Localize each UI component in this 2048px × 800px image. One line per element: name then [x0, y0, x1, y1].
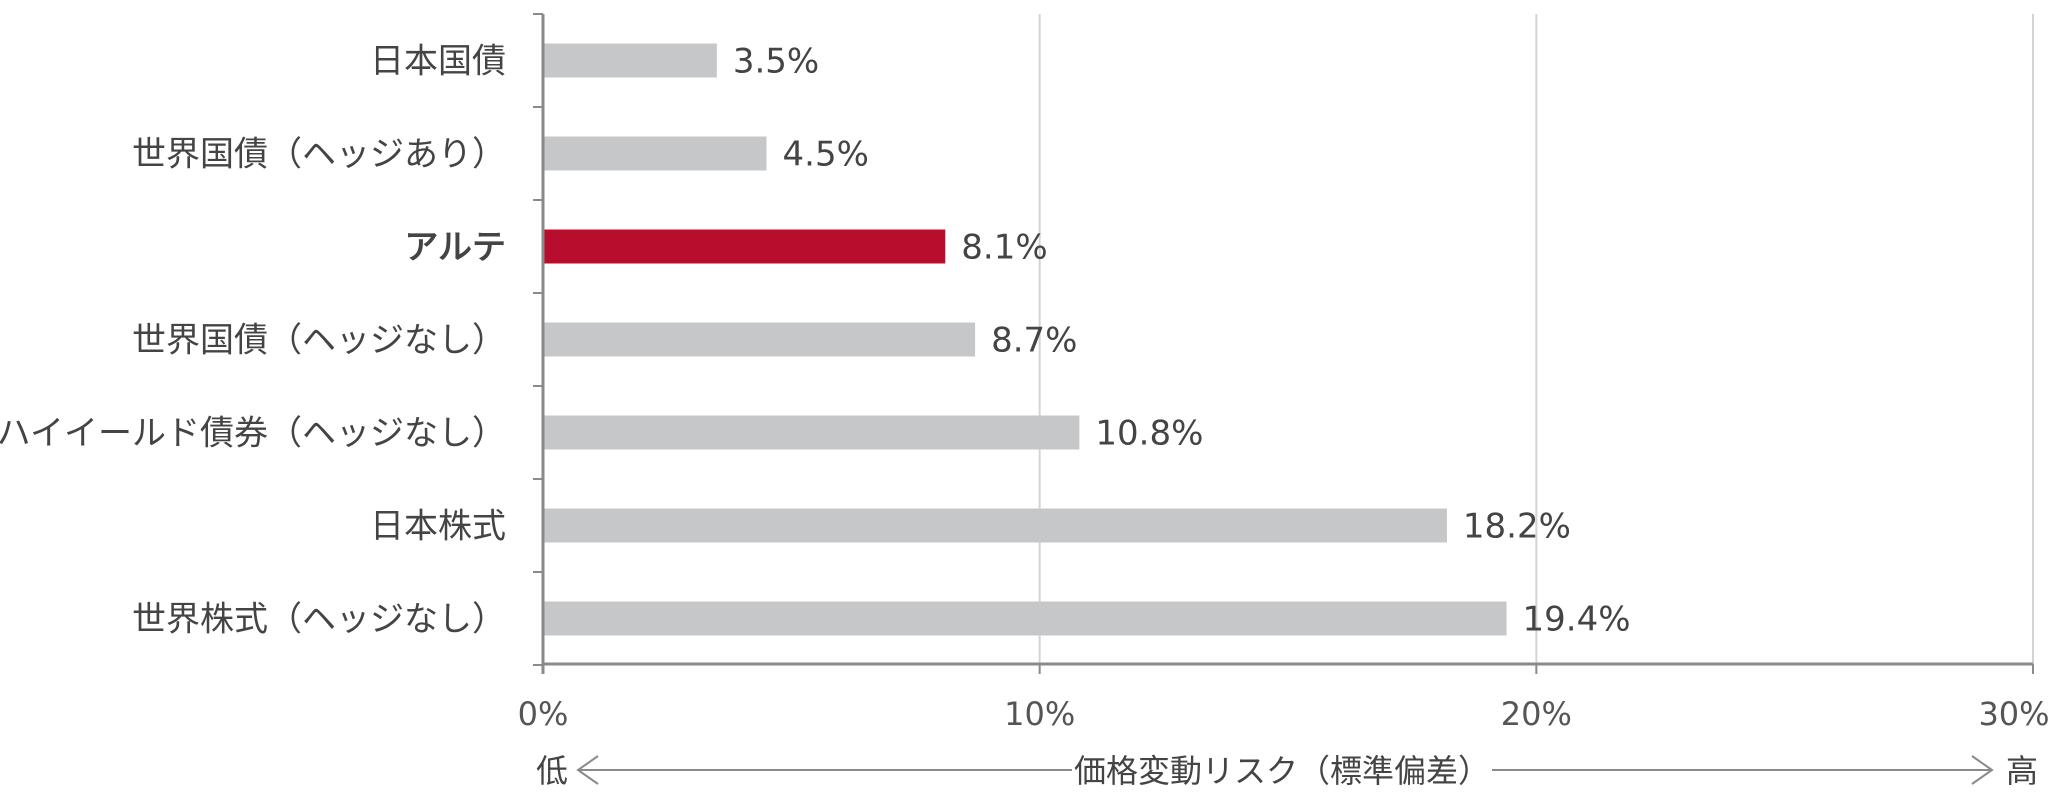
bar: [543, 229, 946, 264]
category-label: 世界国債（ヘッジなし）: [132, 321, 506, 361]
x-axis-high-label: 高: [2006, 752, 2038, 790]
x-axis-title: 価格変動リスク（標準偏差）: [1074, 752, 1490, 790]
bar: [543, 43, 717, 78]
bar: [543, 322, 976, 357]
x-axis-low-label: 低: [536, 752, 568, 790]
labels: 日本国債 3.5% 世界国債（ヘッジあり） 4.5% アルテ 8.1% 世界国債（ヘッジなし…: [0, 42, 2048, 734]
value-label: 19.4%: [1523, 600, 1631, 640]
category-label: アルテ: [404, 228, 506, 268]
category-label: 米国ハイイールド債券（ヘッジなし）: [0, 414, 506, 454]
bar: [543, 136, 767, 171]
value-label: 3.5%: [733, 42, 819, 82]
category-label: 日本株式: [370, 507, 506, 547]
gridlines: [1038, 14, 2034, 664]
value-label: 8.1%: [961, 228, 1047, 268]
arrow-right-head-icon: [1971, 755, 1994, 785]
x-axis-title-group: 低 価格変動リスク（標準偏差） 高: [536, 752, 2038, 790]
x-tick-label: 0%: [518, 695, 569, 733]
category-label: 世界株式（ヘッジなし）: [132, 600, 506, 640]
bars: [543, 43, 1507, 636]
category-label: 世界国債（ヘッジあり）: [132, 135, 506, 175]
bar: [543, 601, 1507, 636]
value-label: 18.2%: [1463, 507, 1571, 547]
category-label: 日本国債: [370, 42, 506, 82]
value-label: 10.8%: [1095, 414, 1203, 454]
value-label: 8.7%: [991, 321, 1077, 361]
value-label: 4.5%: [783, 135, 869, 175]
axes: [533, 13, 2034, 785]
bar: [543, 508, 1447, 543]
x-tick-label: 20%: [1501, 695, 1572, 733]
x-tick-label: 30%: [1978, 695, 2048, 733]
arrow-left-head-icon: [576, 755, 599, 785]
bar: [543, 415, 1080, 450]
x-tick-label: 10%: [1004, 695, 1075, 733]
